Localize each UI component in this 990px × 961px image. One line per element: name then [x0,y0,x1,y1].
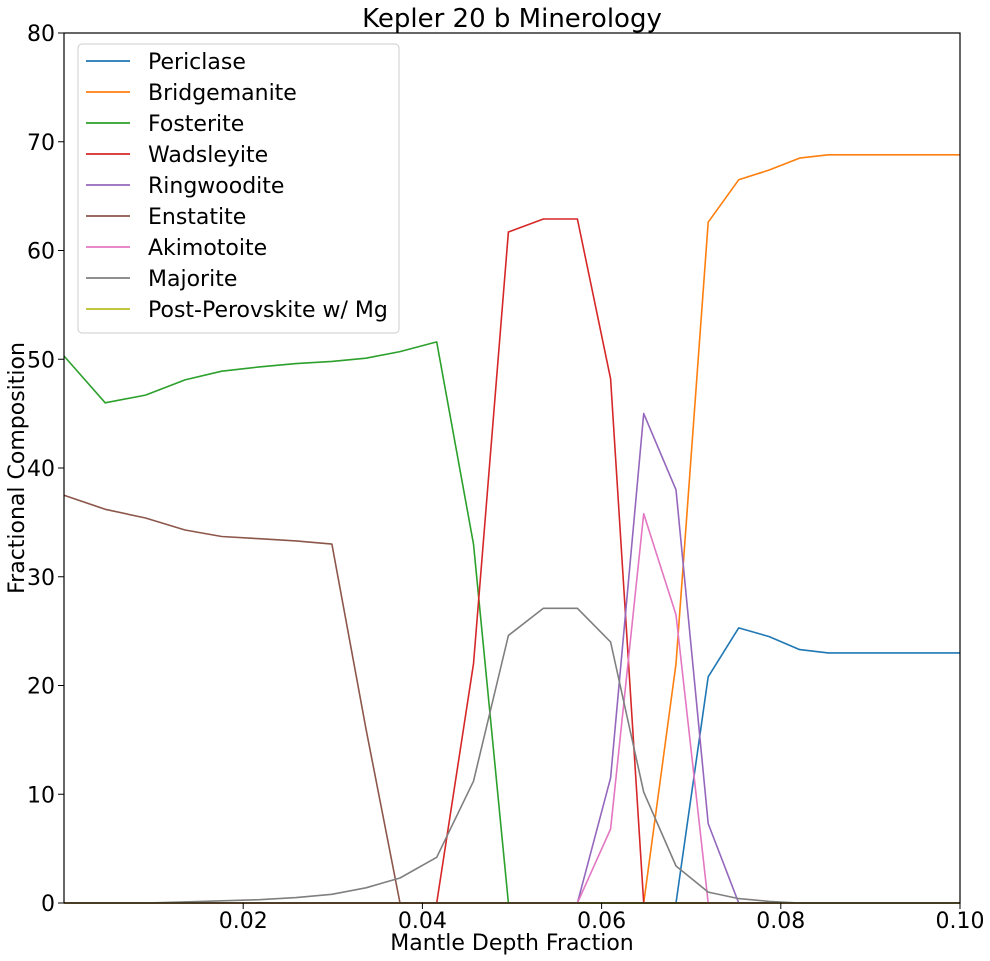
legend-label: Fosterite [148,112,244,137]
legend-label: Bridgemanite [148,81,297,106]
y-tick-label: 20 [27,675,55,700]
series-line-fosterite [63,341,960,904]
y-tick-label: 10 [27,783,55,808]
y-tick-label: 60 [27,240,55,265]
series-line-periclase [64,627,960,904]
legend: Periclase Bridgemanite Fosterite Wadsleyite… [77,43,400,334]
y-tick-label: 30 [27,566,55,591]
x-tick-label: 0.02 [219,909,268,934]
legend-label: Ringwoodite [148,174,284,199]
y-tick-label: 80 [27,22,55,47]
y-tick-label: 70 [27,131,55,156]
chart-title: Kepler 20 b Minerology [362,4,662,34]
x-tick-label: 0.06 [577,909,626,934]
y-tick-label: 0 [41,892,55,917]
series-line-enstatite [63,494,960,904]
legend-label: Post-Perovskite w/ Mg [148,298,388,323]
series-line-ringwoodite [64,412,960,904]
y-axis-label: Fractional Composition [5,342,30,594]
ticks-layer: 0 10 20 30 40 50 60 70 80 0.02 0.04 0.06 0.08 0.10 [27,22,984,934]
y-tick-label: 50 [27,348,55,373]
legend-label: Majorite [148,267,237,292]
legend-label: Periclase [148,50,246,75]
series-line-majorite [64,607,960,904]
legend-label: Akimotoite [148,236,267,261]
x-tick-label: 0.08 [756,909,805,934]
legend-box [77,43,400,334]
legend-label: Enstatite [148,205,246,230]
x-tick-label: 0.10 [936,909,985,934]
x-tick-label: 0.04 [398,909,447,934]
y-tick-label: 40 [27,457,55,482]
x-axis-label: Mantle Depth Fraction [390,931,634,956]
legend-label: Wadsleyite [148,143,268,168]
series-line-akimotoite [64,512,960,904]
